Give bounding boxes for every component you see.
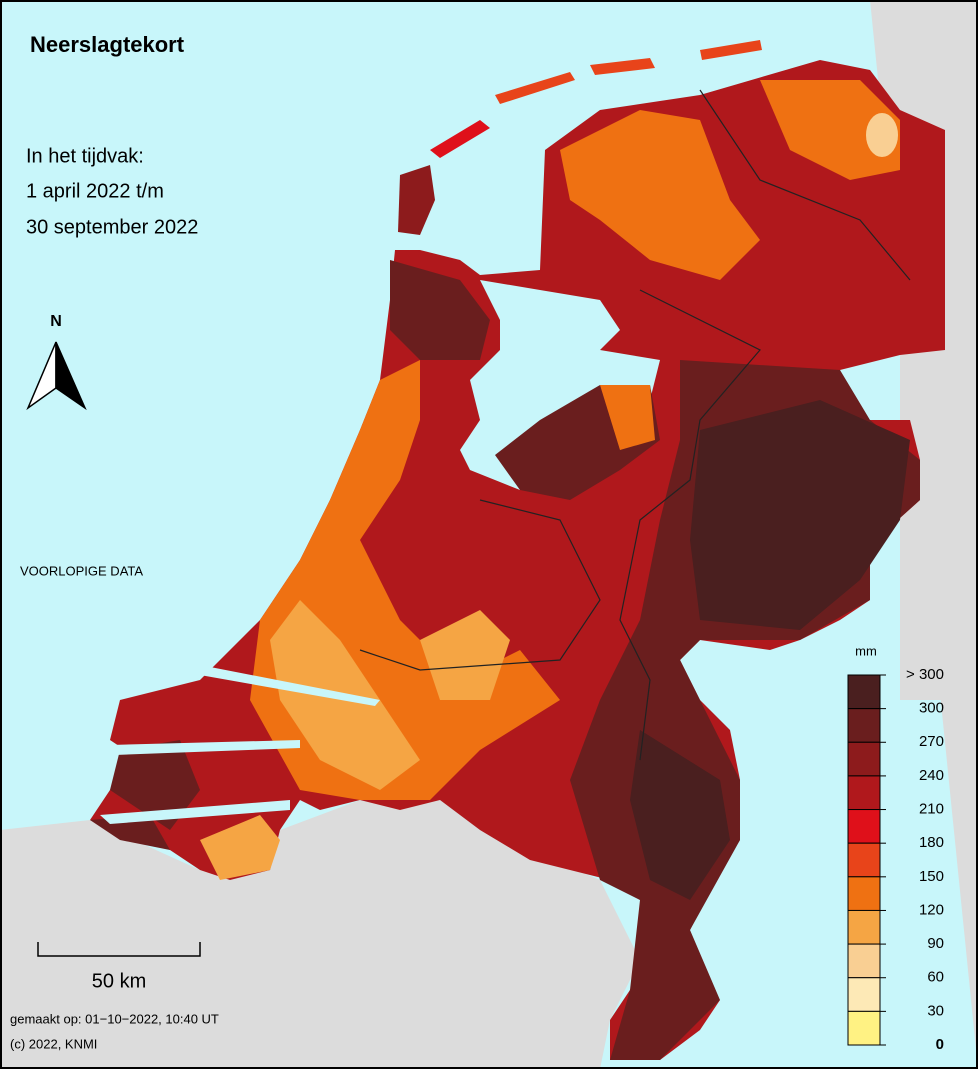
legend-swatch	[847, 809, 881, 844]
legend-swatch	[847, 741, 881, 777]
island	[398, 165, 435, 235]
legend-unit: mm	[855, 643, 877, 658]
island	[700, 40, 762, 60]
island	[590, 58, 655, 75]
legend-swatch	[847, 1010, 881, 1046]
made-note: gemaakt op: 01−10−2022, 10:40 UT	[10, 1011, 219, 1026]
legend-label: 210	[919, 801, 944, 818]
legend-swatch	[847, 876, 881, 911]
legend-label: 120	[919, 901, 944, 918]
province-border	[359, 89, 911, 761]
legend-swatch	[847, 943, 881, 979]
estuary	[200, 665, 380, 706]
lake	[460, 280, 660, 490]
legend-swatch	[847, 977, 881, 1012]
legend-swatch	[847, 909, 881, 945]
legend-label: 150	[919, 868, 944, 885]
area-orange	[600, 385, 655, 450]
area-pale	[866, 113, 898, 157]
area-light	[200, 815, 280, 880]
area-dark	[390, 260, 490, 360]
legend-label: 60	[927, 969, 944, 986]
area-light	[420, 610, 510, 700]
legend-label: 270	[919, 733, 944, 750]
north-arrow	[55, 341, 87, 411]
map-title: Neerslagtekort	[30, 32, 185, 57]
estuary	[100, 800, 290, 824]
legend-swatch	[847, 842, 881, 878]
legend-label: 90	[927, 935, 944, 952]
legend-label: 180	[919, 834, 944, 851]
legend-label: 300	[919, 700, 944, 717]
legend-label: 30	[927, 1002, 944, 1019]
area-orange	[560, 110, 760, 280]
area-dark	[110, 740, 200, 830]
scale-label: 50 km	[92, 970, 146, 992]
period: 30 september 2022	[26, 216, 198, 238]
island	[430, 120, 490, 158]
legend-label: > 300	[906, 666, 944, 683]
area-orange	[760, 80, 900, 180]
area-darkest	[690, 400, 910, 630]
notice: VOORLOPIGE DATA	[20, 563, 143, 578]
period: In het tijdvak:	[26, 145, 144, 167]
scale-bar	[37, 942, 201, 957]
legend-label: 240	[919, 767, 944, 784]
period: 1 april 2022 t/m	[26, 180, 164, 202]
netherlands	[90, 40, 945, 1060]
island	[495, 72, 575, 104]
copyright: (c) 2022, KNMI	[10, 1036, 97, 1051]
legend-label: 0	[936, 1036, 944, 1053]
estuary	[110, 740, 300, 755]
area-darkest	[630, 730, 730, 900]
legend-swatch	[847, 708, 881, 743]
legend-swatch	[847, 674, 881, 710]
north-label: N	[50, 313, 62, 330]
legend-swatch	[847, 775, 881, 811]
